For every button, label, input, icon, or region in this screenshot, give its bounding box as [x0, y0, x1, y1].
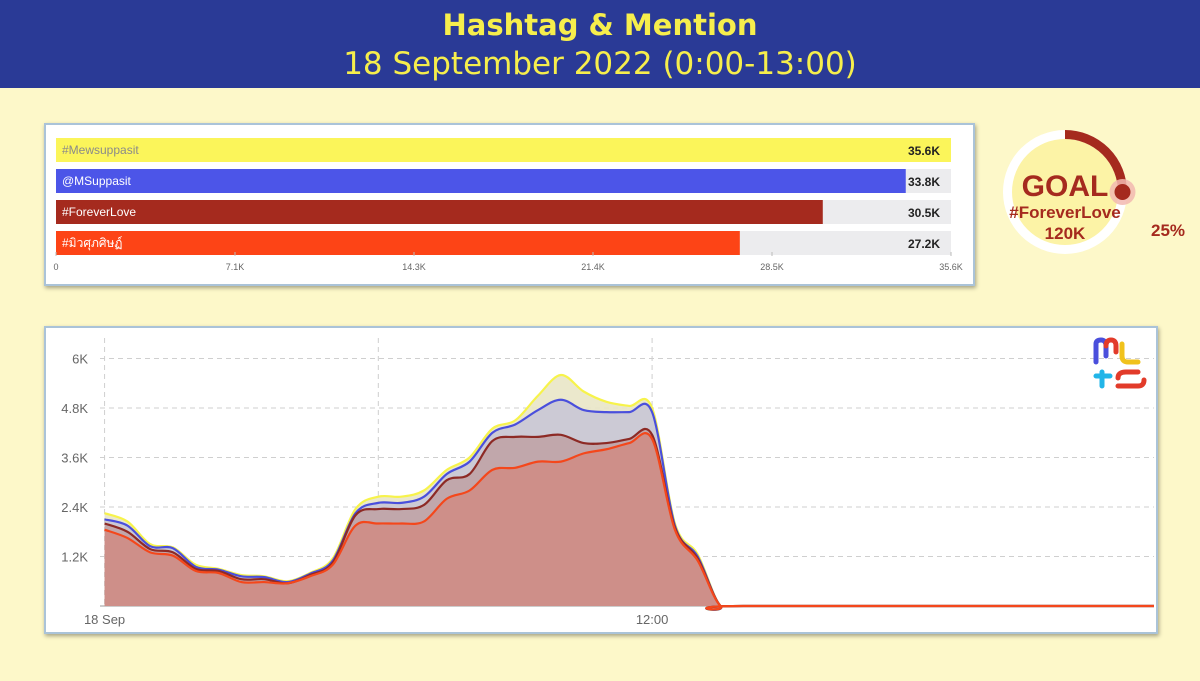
x-tick-label: 18 Sep [84, 612, 125, 627]
header-banner: Hashtag & Mention 18 September 2022 (0:0… [0, 0, 1200, 88]
page-title: Hashtag & Mention [442, 8, 758, 42]
x-tick-label: 28.5K [760, 262, 784, 272]
brand-logo-icon [1093, 337, 1147, 389]
goal-target: 120K [1045, 224, 1086, 243]
bar-category-label: #ForeverLove [62, 205, 136, 219]
bar-value-label: 27.2K [908, 237, 940, 251]
bar-value-label: 33.8K [908, 175, 940, 189]
series-line [104, 432, 1154, 611]
y-tick-label: 1.2K [61, 550, 88, 565]
bar [56, 169, 906, 193]
bar-chart: #Mewsuppasit 35.6K @MSuppasit 33.8K #Forever… [53, 138, 963, 272]
goal-hashtag: #ForeverLove [1009, 203, 1121, 222]
bar-category-label: @MSuppasit [62, 174, 132, 188]
bar-category-label: #มิวศุภศิษฏ์ [62, 236, 122, 251]
area-chart-panel: 1.2K 2.4K 3.6K 4.8K 6K 18 Sep 12:00 [44, 326, 1158, 634]
goal-label: GOAL [1022, 170, 1109, 203]
goal-gauge: GOAL #ForeverLove 120K 25% [1003, 130, 1185, 254]
page-subtitle: 18 September 2022 (0:00-13:00) [343, 46, 857, 82]
x-tick-label: 12:00 [636, 612, 669, 627]
goal-ring-inner [1012, 139, 1118, 245]
x-tick-label: 7.1K [226, 262, 245, 272]
bar [56, 200, 823, 224]
bar [56, 138, 951, 162]
goal-percent: 25% [1151, 221, 1185, 240]
y-tick-label: 3.6K [61, 451, 88, 466]
bar [56, 231, 740, 255]
bar-value-label: 30.5K [908, 206, 940, 220]
goal-progress-knob [1114, 184, 1131, 200]
bar-value-label: 35.6K [908, 144, 940, 158]
x-tick-label: 0 [53, 262, 58, 272]
y-tick-label: 2.4K [61, 500, 88, 515]
bar-chart-panel: #Mewsuppasit 35.6K @MSuppasit 33.8K #Forever… [44, 123, 975, 286]
goal-widget: GOAL #ForeverLove 120K 25% [990, 122, 1190, 262]
x-tick-label: 35.6K [939, 262, 963, 272]
x-tick-label: 21.4K [581, 262, 605, 272]
area-chart: 1.2K 2.4K 3.6K 4.8K 6K 18 Sep 12:00 [61, 337, 1155, 627]
series-line [104, 427, 1154, 611]
y-tick-label: 6K [72, 352, 88, 367]
x-tick-label: 14.3K [402, 262, 426, 272]
bar-category-label: #Mewsuppasit [62, 143, 139, 157]
y-tick-label: 4.8K [61, 401, 88, 416]
series-area [104, 433, 1155, 610]
